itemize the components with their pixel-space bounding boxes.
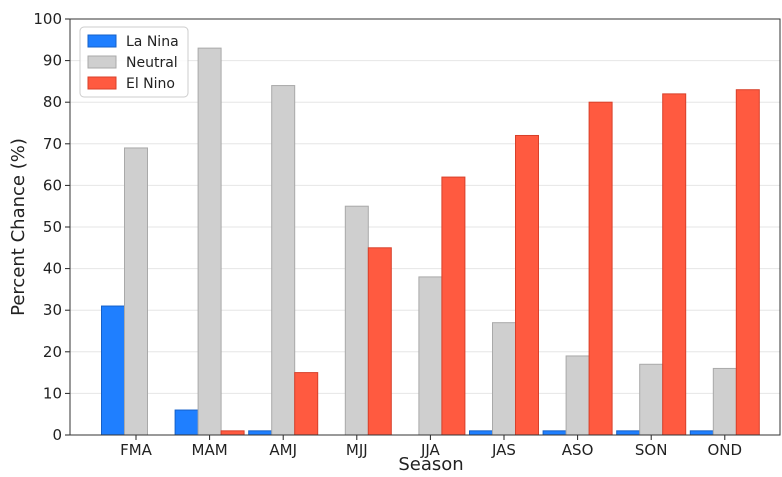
y-tick-label: 0 (52, 426, 62, 444)
bar-la-nina-ond (689, 430, 714, 436)
bar-el-nino-aso (588, 101, 613, 436)
y-tick-label: 10 (43, 384, 62, 402)
bar-neutral-mam (197, 47, 222, 436)
x-tick-label: AMJ (269, 441, 297, 459)
y-tick-label: 100 (33, 10, 62, 28)
bars (101, 47, 760, 436)
y-tick-label: 40 (43, 260, 62, 278)
bar-neutral-fma (124, 147, 148, 436)
x-tick-label: ASO (562, 441, 594, 459)
bar-el-nino-son (662, 93, 687, 436)
bar-neutral-jja (418, 276, 443, 436)
x-tick-label: JJA (420, 441, 441, 459)
x-tick-label: SON (635, 441, 668, 459)
bar-el-nino-amj (294, 372, 319, 436)
bar-la-nina-jas (469, 430, 493, 436)
y-axis-title: Percent Chance (%) (8, 138, 29, 316)
y-tick-label: 70 (43, 135, 62, 153)
x-tick-label: OND (708, 441, 743, 459)
bar-el-nino-mam (220, 430, 245, 436)
bar-la-nina-mam (174, 409, 199, 436)
x-tick-label: MJJ (346, 441, 368, 459)
y-tick-label: 80 (43, 93, 62, 111)
bar-el-nino-jas (515, 134, 539, 436)
axes (65, 18, 781, 440)
bar-la-nina-fma (101, 305, 125, 436)
bar-el-nino-ond (735, 89, 760, 436)
bar-neutral-son (639, 363, 664, 436)
legend-label: El Nino (126, 76, 175, 92)
plot-frame (69, 18, 781, 436)
bar-neutral-mjj (344, 205, 369, 436)
bar-la-nina-aso (542, 430, 567, 436)
x-tick-label: MAM (192, 441, 228, 459)
x-tick-label: FMA (120, 441, 153, 459)
y-tick-label: 90 (43, 52, 62, 70)
bar-neutral-jas (492, 322, 516, 436)
legend: La Nina Neutral El Nino (79, 26, 189, 98)
legend-swatch-el-nino (87, 76, 117, 90)
bar-neutral-amj (271, 85, 296, 436)
y-tick-label: 20 (43, 343, 62, 361)
bar-neutral-aso (565, 355, 590, 436)
legend-label: La Nina (126, 34, 179, 50)
bar-la-nina-amj (248, 430, 273, 436)
y-tick-label: 30 (43, 301, 62, 319)
y-tick-label: 50 (43, 218, 62, 236)
bar-el-nino-mjj (367, 247, 392, 436)
x-axis-title: Season (398, 454, 463, 475)
legend-swatch-neutral (87, 55, 117, 69)
legend-label: Neutral (126, 55, 178, 71)
legend-swatch-la-nina (87, 34, 117, 48)
x-tick-label: JAS (491, 441, 516, 459)
tick-labels: 0 10 20 30 40 50 60 70 80 90 100 FMA MAM AMJ MJJ JJA JAS… (33, 10, 742, 459)
bar-el-nino-jja (441, 176, 466, 436)
bar-neutral-ond (712, 367, 737, 436)
y-tick-label: 60 (43, 176, 62, 194)
bar-la-nina-son (616, 430, 641, 436)
